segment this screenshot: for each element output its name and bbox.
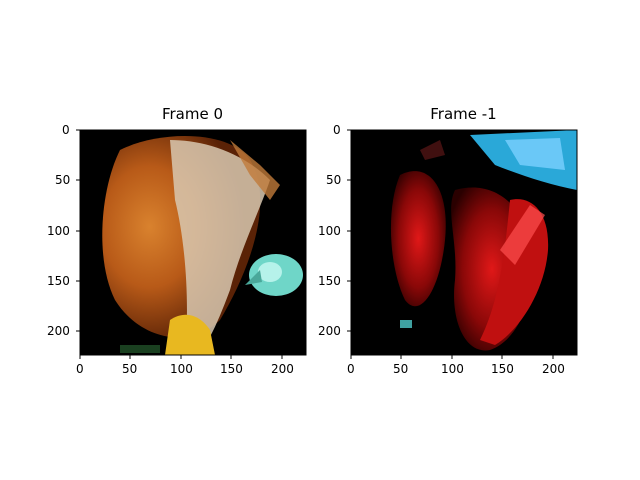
panel-1-ticks	[347, 129, 554, 359]
x-tick-label: 150	[220, 362, 243, 376]
x-tick-label: 50	[122, 362, 138, 376]
panel-title-frame-0: Frame 0	[161, 105, 224, 123]
y-tick-label: 50	[326, 173, 342, 187]
y-tick-label: 0	[333, 123, 341, 137]
surgical-frame-last-image	[351, 130, 577, 355]
x-tick-label: 0	[347, 362, 355, 376]
x-tick-label: 100	[170, 362, 193, 376]
y-tick-label: 0	[62, 123, 70, 137]
panel-title-frame-last: Frame -1	[430, 105, 497, 123]
y-tick-label: 50	[55, 173, 71, 187]
y-tick-label: 200	[47, 324, 70, 338]
x-tick-label: 50	[393, 362, 409, 376]
y-tick-label: 150	[318, 274, 341, 288]
x-tick-label: 200	[271, 362, 294, 376]
y-tick-label: 150	[47, 274, 70, 288]
y-tick-label: 100	[318, 224, 341, 238]
x-tick-label: 150	[491, 362, 514, 376]
panel-0-ticks	[76, 129, 283, 359]
y-tick-label: 200	[318, 324, 341, 338]
x-tick-label: 100	[441, 362, 464, 376]
x-tick-label: 0	[76, 362, 84, 376]
y-tick-label: 100	[47, 224, 70, 238]
surgical-frame-0-image	[80, 130, 306, 355]
x-tick-label: 200	[542, 362, 565, 376]
